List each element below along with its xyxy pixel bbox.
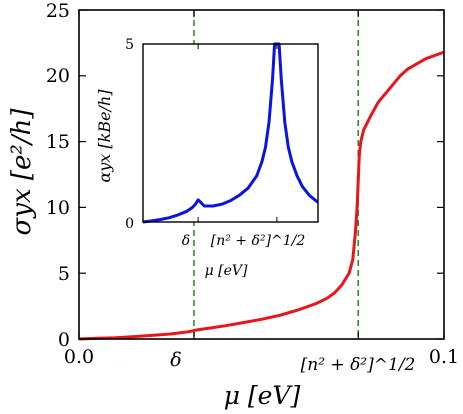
- inset-y-tick-label: 5: [125, 37, 134, 53]
- main-y-tick-label: 5: [58, 263, 70, 285]
- main-x-tick-label-sqrt: [n² + δ²]^1/2: [301, 355, 416, 375]
- inset-x-tick-label-sqrt: [n² + δ²]^1/2: [211, 233, 306, 249]
- main-y-tick-label: 20: [46, 65, 70, 87]
- inset-ticks: [143, 43, 278, 223]
- inset-background: [143, 44, 318, 222]
- inset-x-axis-label: μ [eV]: [205, 263, 248, 279]
- inset-y-tick-label: 0: [125, 216, 134, 232]
- main-x-ticks: [78, 10, 445, 339]
- main-y-ticks: [79, 9, 444, 340]
- main-y-tick-label: 0: [58, 329, 70, 351]
- main-x-tick-label-end: 0.1: [429, 346, 459, 368]
- inset-plot: 0 5 δ [n² + δ²]^1/2 μ [eV] αyx [kBe/h]: [95, 37, 319, 279]
- inset-y-axis-label: αyx [kBe/h]: [95, 89, 114, 183]
- main-y-tick-label: 10: [46, 197, 70, 219]
- main-plot-frame: [78, 9, 445, 340]
- inset-x-tick-label-delta: δ: [182, 233, 190, 249]
- main-plot: 0.0 δ [n² + δ²]^1/2 0.1 0 5 10 15 20 25 …: [7, 0, 459, 410]
- inset-series-line: [142, 42, 319, 224]
- inset-plot-frame: [142, 43, 319, 223]
- main-x-axis-label: μ [eV]: [224, 381, 301, 410]
- main-x-tick-label-0: 0.0: [64, 346, 94, 368]
- main-series-line: [78, 50, 445, 341]
- main-y-tick-label: 15: [46, 131, 70, 153]
- main-x-tick-label-delta: δ: [170, 349, 181, 371]
- main-y-tick-label: 25: [46, 0, 70, 22]
- main-y-axis-label: σyx [e²/h]: [7, 108, 37, 236]
